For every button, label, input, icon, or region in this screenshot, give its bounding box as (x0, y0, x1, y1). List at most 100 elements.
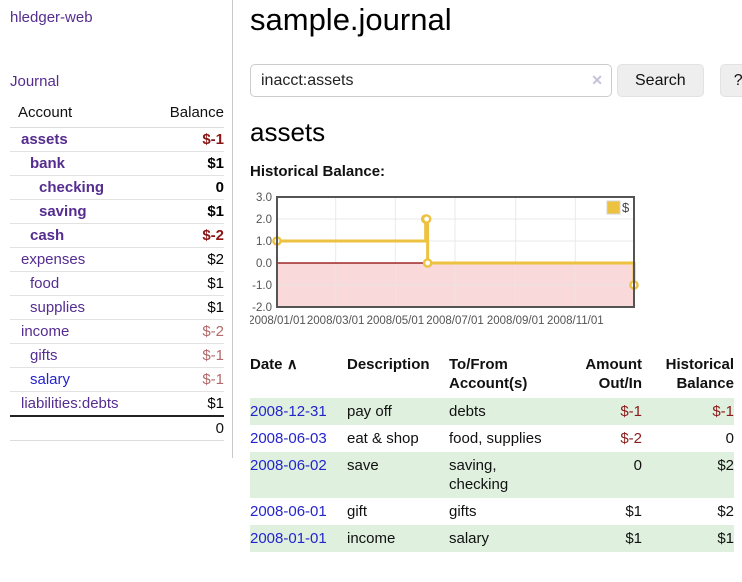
account-balance: $-1 (146, 367, 224, 392)
sort-ascending-icon: ∧ (286, 356, 298, 373)
account-balance: $-1 (146, 127, 224, 152)
y-tick-label: 1.0 (256, 236, 272, 248)
account-balance: $1 (146, 271, 224, 296)
account-link[interactable]: gifts (30, 347, 58, 364)
x-tick-label: 2008/11/01 (547, 315, 604, 327)
account-balance: $-2 (146, 223, 224, 248)
search-input[interactable] (250, 64, 612, 97)
transaction-date-link[interactable]: 2008-06-02 (250, 457, 327, 474)
transaction-row: 2008-06-02 save saving, checking 0 $2 (250, 452, 734, 498)
column-header-accounts: To/From Account(s) (449, 356, 528, 392)
app-brand-link[interactable]: hledger-web (10, 9, 93, 26)
account-balance: $1 (146, 295, 224, 320)
account-link[interactable]: salary (30, 371, 71, 388)
y-tick-label: -1.0 (252, 280, 272, 292)
column-header-amount: Amount Out/In (585, 356, 642, 392)
account-row: gifts $-1 (10, 343, 224, 368)
account-balance: $2 (146, 247, 224, 272)
account-row: bank $1 (10, 151, 224, 176)
transaction-amount: $-2 (620, 430, 642, 447)
accounts-table: Account Balance assets $-1 bank $1 (10, 104, 224, 441)
transaction-balance: $2 (642, 452, 734, 498)
transaction-accounts: debts (449, 398, 561, 425)
y-tick-label: 3.0 (256, 192, 272, 204)
account-row: cash $-2 (10, 223, 224, 248)
transaction-balance: 0 (725, 430, 734, 447)
transaction-accounts: salary (449, 525, 561, 552)
legend-label: $ (622, 200, 630, 215)
account-row: supplies $1 (10, 295, 224, 320)
transaction-balance: $2 (717, 503, 734, 520)
accounts-total-value: 0 (146, 415, 224, 441)
x-tick-label: 2008/09/01 (487, 315, 545, 327)
transaction-row: 2008-06-03 eat & shop food, supplies $-2… (250, 425, 734, 452)
account-link[interactable]: income (21, 323, 70, 340)
transaction-accounts: food, supplies (449, 430, 542, 447)
account-link[interactable]: food (30, 275, 60, 292)
transaction-date-link[interactable]: 2008-06-03 (250, 430, 327, 447)
account-row: saving $1 (10, 199, 224, 224)
account-row: checking 0 (10, 175, 224, 200)
account-row: liabilities:debts $1 (10, 391, 224, 417)
search-button[interactable]: Search (617, 64, 704, 97)
account-link[interactable]: cash (30, 227, 65, 244)
transaction-date-link[interactable]: 2008-12-31 (250, 403, 327, 420)
y-tick-label: 2.0 (256, 214, 272, 226)
transaction-row: 2008-12-31 pay off debts $-1 $-1 (250, 398, 734, 425)
account-link[interactable]: saving (39, 203, 87, 220)
transaction-description: eat & shop (347, 430, 419, 447)
transaction-row: 2008-01-01 income salary $1 $1 (250, 525, 734, 552)
account-link[interactable]: assets (21, 131, 68, 148)
column-header-date[interactable]: Date ∧ (250, 356, 298, 373)
account-row: expenses $2 (10, 247, 224, 272)
plot-border (276, 196, 635, 308)
data-point (422, 258, 433, 268)
x-tick-label: 2008/03/01 (307, 315, 365, 327)
account-link[interactable]: checking (39, 179, 105, 196)
chart-title: Historical Balance: (250, 163, 386, 180)
sidebar: hledger-web Journal Account Balance asse… (0, 0, 233, 458)
accounts-header-row: Account Balance (10, 104, 224, 128)
account-row: salary $-1 (10, 367, 224, 392)
register-header-row: Date ∧ Description To/From Account(s) Am… (250, 353, 734, 398)
y-tick-label: 0.0 (256, 258, 272, 270)
transaction-balance: $-1 (642, 398, 734, 425)
transaction-balance: $1 (642, 525, 734, 552)
transaction-description: income (347, 525, 449, 552)
account-link[interactable]: supplies (30, 299, 86, 316)
transaction-amount: $-1 (561, 398, 642, 425)
transaction-date-link[interactable]: 2008-06-01 (250, 503, 327, 520)
account-balance: $-1 (146, 343, 224, 368)
clear-search-icon[interactable]: ✕ (591, 72, 603, 88)
column-header-balance: Historical Balance (665, 356, 734, 392)
transaction-amount: $1 (625, 503, 642, 520)
account-row: income $-2 (10, 319, 224, 344)
register-table: Date ∧ Description To/From Account(s) Am… (250, 353, 734, 552)
transaction-accounts: gifts (449, 503, 477, 520)
account-heading: assets (250, 117, 326, 147)
transaction-amount: 0 (561, 452, 642, 498)
main-content: sample.journal ✕ Search ? assets Histori… (233, 0, 742, 582)
x-tick-label: 2008/01/01 (250, 315, 306, 327)
transaction-date-link[interactable]: 2008-01-01 (250, 530, 327, 547)
accounts-header-balance: Balance (146, 104, 224, 128)
accounts-total-row: 0 (10, 415, 224, 441)
account-link[interactable]: liabilities:debts (21, 395, 119, 412)
accounts-header-account: Account (10, 104, 147, 128)
transaction-description: pay off (347, 398, 449, 425)
x-tick-label: 2008/05/01 (367, 315, 425, 327)
column-header-description: Description (347, 356, 430, 373)
transaction-description: gift (347, 503, 368, 520)
x-tick-label: 2008/07/01 (426, 315, 484, 327)
account-balance: 0 (146, 175, 224, 200)
page-title: sample.journal (250, 2, 452, 37)
account-balance: $1 (146, 151, 224, 176)
account-link[interactable]: expenses (21, 251, 86, 268)
transaction-amount: $1 (561, 525, 642, 552)
legend-swatch (606, 200, 621, 215)
account-link[interactable]: bank (30, 155, 66, 172)
sidebar-item-journal[interactable]: Journal (10, 73, 60, 90)
help-button[interactable]: ? (719, 64, 742, 97)
account-balance: $1 (146, 391, 224, 417)
